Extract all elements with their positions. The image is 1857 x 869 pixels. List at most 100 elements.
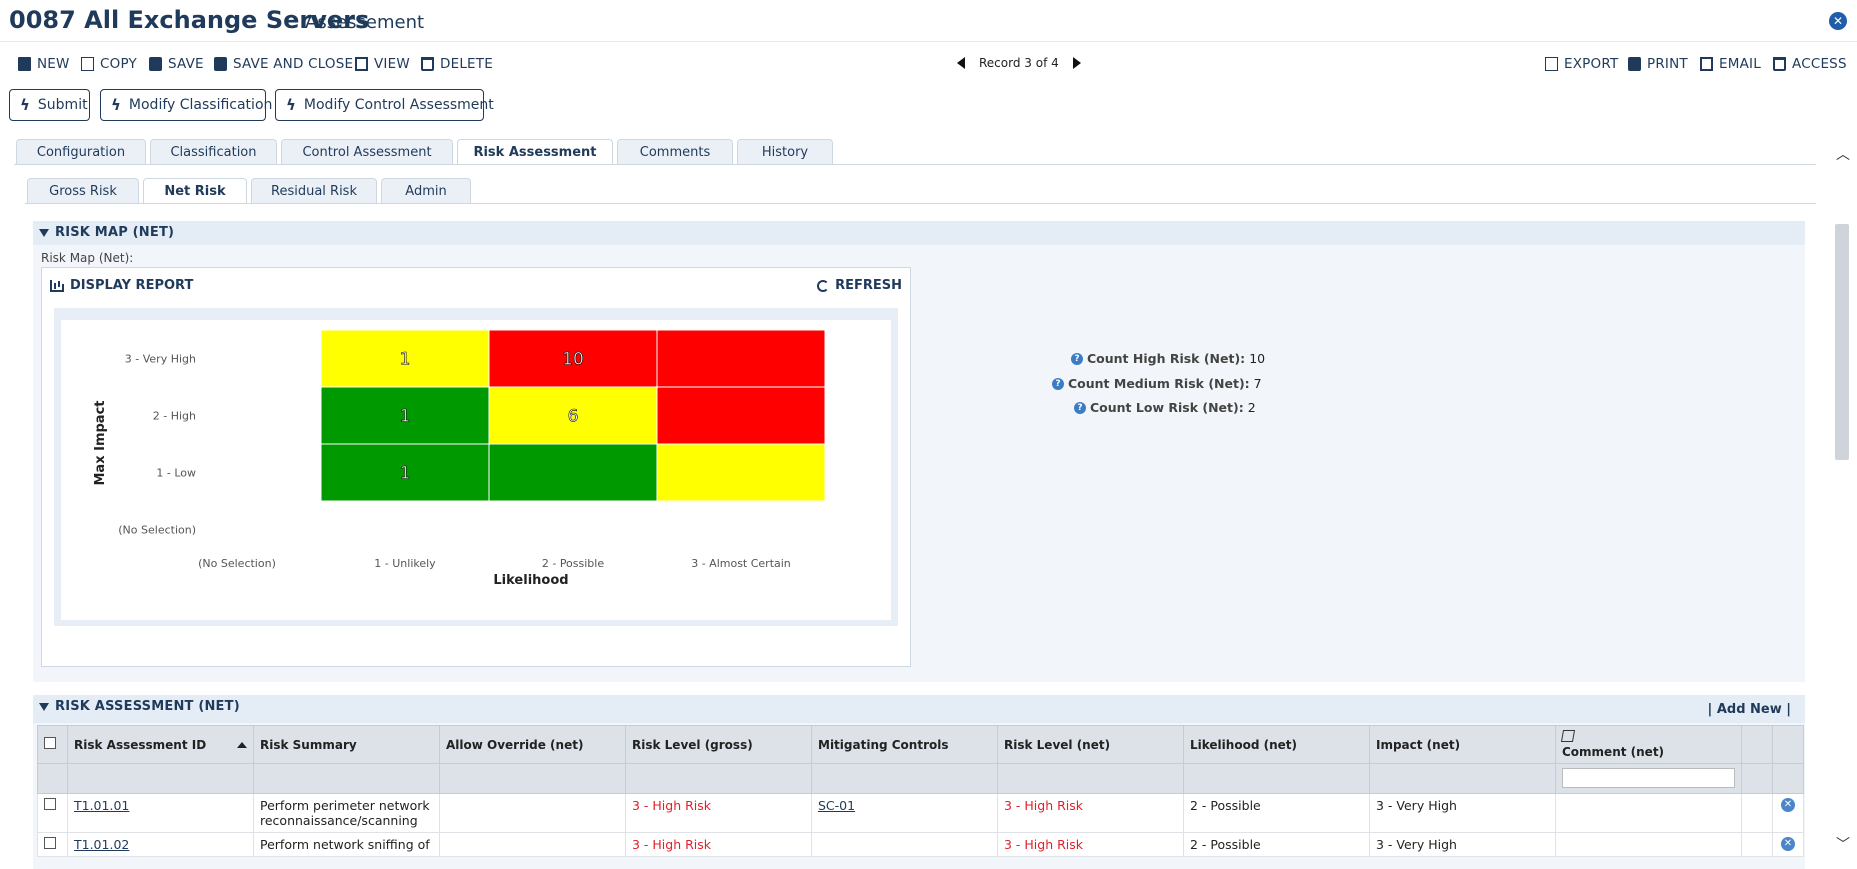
- refresh-button[interactable]: REFRESH: [817, 278, 902, 293]
- stat-label: Count Low Risk (Net):: [1090, 400, 1244, 415]
- likelihood-cell: 2 - Possible: [1183, 793, 1370, 833]
- x-tick-label: (No Selection): [198, 557, 276, 570]
- remove-row-icon[interactable]: ✕: [1781, 798, 1795, 812]
- copy-icon: [81, 57, 94, 71]
- delete-button[interactable]: DELETE: [421, 56, 493, 72]
- col-risk-assessment-id[interactable]: Risk Assessment ID: [67, 725, 254, 764]
- new-label: NEW: [37, 56, 70, 72]
- modify-control-label: Modify Control Assessment: [303, 97, 494, 113]
- comment-filter-input[interactable]: [1562, 768, 1735, 788]
- risk-map-report: DISPLAY REPORT REFRESH 1 10 1 6 1 3 - Very Hi…: [41, 267, 911, 667]
- risk-assessment-section: RISK ASSESSMENT (NET) | Add New | Risk A…: [33, 695, 1805, 869]
- modify-control-assessment-button[interactable]: ϟ Modify Control Assessment: [275, 89, 494, 121]
- select-all-checkbox[interactable]: [44, 737, 56, 749]
- risk-map-section: RISK MAP (NET) Risk Map (Net): DISPLAY R…: [33, 221, 1805, 682]
- tab-divider: [14, 164, 1816, 165]
- comment-cell[interactable]: [1555, 832, 1742, 857]
- modify-classification-button[interactable]: ϟ Modify Classification: [100, 89, 272, 121]
- page-subtitle: Assessement: [305, 12, 425, 33]
- scrollbar-thumb[interactable]: [1835, 224, 1849, 460]
- previous-record-icon[interactable]: [957, 57, 965, 69]
- heatmap-cell-value: 1: [400, 350, 411, 370]
- col-risk-level-net[interactable]: Risk Level (net): [997, 725, 1184, 764]
- view-button[interactable]: VIEW: [355, 56, 410, 72]
- table-row[interactable]: T1.01.01 Perform perimeter network recon…: [37, 793, 1804, 833]
- y-tick-label: 1 - Low: [156, 467, 196, 480]
- email-icon: [1700, 57, 1713, 71]
- subtab-residual-risk[interactable]: Residual Risk: [251, 178, 377, 204]
- tab-risk-assessment[interactable]: Risk Assessment: [457, 139, 613, 165]
- page-title: 0087 All Exchange Servers: [9, 6, 370, 34]
- save-and-close-button[interactable]: SAVE AND CLOSE: [214, 56, 353, 72]
- heatmap-cell: [488, 443, 658, 502]
- tab-comments[interactable]: Comments: [617, 139, 733, 165]
- tab-control-assessment[interactable]: Control Assessment: [281, 139, 453, 165]
- access-button[interactable]: ACCESS: [1773, 56, 1847, 72]
- stat-high-risk: ? Count High Risk (Net): 10: [1071, 351, 1265, 366]
- copy-label: COPY: [100, 56, 137, 72]
- export-icon: [1545, 57, 1558, 71]
- col-risk-level-gross[interactable]: Risk Level (gross): [625, 725, 812, 764]
- help-icon[interactable]: ?: [1074, 401, 1086, 414]
- tab-classification[interactable]: Classification: [150, 139, 277, 165]
- collapse-caret-icon[interactable]: [39, 703, 49, 711]
- email-button[interactable]: EMAIL: [1700, 56, 1761, 72]
- y-tick-label: (No Selection): [118, 524, 196, 537]
- col-extra: [1741, 725, 1773, 764]
- col-impact-net[interactable]: Impact (net): [1369, 725, 1556, 764]
- col-allow-override[interactable]: Allow Override (net): [439, 725, 626, 764]
- vertical-scrollbar[interactable]: ︿ ﹀: [1832, 134, 1850, 854]
- bolt-icon: ϟ: [286, 96, 296, 114]
- help-icon[interactable]: ?: [1071, 352, 1083, 365]
- stat-value: 10: [1249, 351, 1266, 366]
- y-tick-label: 2 - High: [153, 410, 196, 423]
- row-checkbox[interactable]: [44, 798, 56, 810]
- delete-label: DELETE: [440, 56, 493, 72]
- risk-level-gross-cell: 3 - High Risk: [625, 793, 812, 833]
- remove-row-icon[interactable]: ✕: [1781, 837, 1795, 851]
- collapse-caret-icon[interactable]: [39, 229, 49, 237]
- export-button[interactable]: EXPORT: [1545, 56, 1618, 72]
- subtab-gross-risk[interactable]: Gross Risk: [27, 178, 139, 204]
- heatmap-cell: [656, 443, 826, 502]
- col-comment-net[interactable]: Comment (net): [1555, 725, 1742, 764]
- add-new-link[interactable]: | Add New |: [1707, 702, 1791, 717]
- tab-history[interactable]: History: [737, 139, 833, 165]
- close-icon[interactable]: ✕: [1829, 12, 1847, 30]
- table-row[interactable]: T1.01.02 Perform network sniffing of 3 -…: [37, 832, 1804, 857]
- save-icon: [149, 57, 162, 71]
- submit-button[interactable]: ϟ Submit: [9, 89, 90, 121]
- col-risk-summary[interactable]: Risk Summary: [253, 725, 440, 764]
- x-tick-label: 2 - Possible: [542, 557, 604, 570]
- chart-frame: 1 10 1 6 1 3 - Very High 2 - High 1 - Low (No Se…: [54, 308, 898, 626]
- chevron-down-icon[interactable]: ﹀: [1836, 837, 1850, 853]
- chevron-up-icon[interactable]: ︿: [1836, 147, 1850, 163]
- print-button[interactable]: PRINT: [1628, 56, 1688, 72]
- stat-label: Count Medium Risk (Net):: [1068, 376, 1250, 391]
- risk-id-link[interactable]: T1.01.02: [74, 837, 130, 852]
- refresh-label: REFRESH: [835, 278, 902, 293]
- copy-button[interactable]: COPY: [81, 56, 137, 72]
- edit-pencil-icon[interactable]: [1560, 730, 1576, 742]
- tab-configuration[interactable]: Configuration: [16, 139, 146, 165]
- help-icon[interactable]: ?: [1052, 377, 1064, 390]
- subtab-admin[interactable]: Admin: [381, 178, 471, 204]
- comment-cell[interactable]: [1555, 793, 1742, 833]
- sort-ascending-icon[interactable]: [237, 741, 247, 748]
- risk-id-link[interactable]: T1.01.01: [74, 798, 130, 813]
- refresh-icon: [817, 279, 830, 292]
- col-likelihood-net[interactable]: Likelihood (net): [1183, 725, 1370, 764]
- risk-level-gross-cell: 3 - High Risk: [625, 832, 812, 857]
- row-checkbox[interactable]: [44, 837, 56, 849]
- subtab-net-risk[interactable]: Net Risk: [143, 178, 247, 204]
- risk-map-header[interactable]: RISK MAP (NET): [33, 221, 1805, 245]
- risk-assessment-header[interactable]: RISK ASSESSMENT (NET) | Add New |: [33, 695, 1805, 723]
- new-button[interactable]: NEW: [18, 56, 70, 72]
- control-link[interactable]: SC-01: [818, 798, 856, 813]
- save-button[interactable]: SAVE: [149, 56, 204, 72]
- trash-icon: [421, 57, 434, 71]
- col-mitigating-controls[interactable]: Mitigating Controls: [811, 725, 998, 764]
- next-record-icon[interactable]: [1072, 57, 1081, 69]
- display-report-button[interactable]: DISPLAY REPORT: [50, 278, 193, 293]
- new-document-icon: [18, 57, 31, 71]
